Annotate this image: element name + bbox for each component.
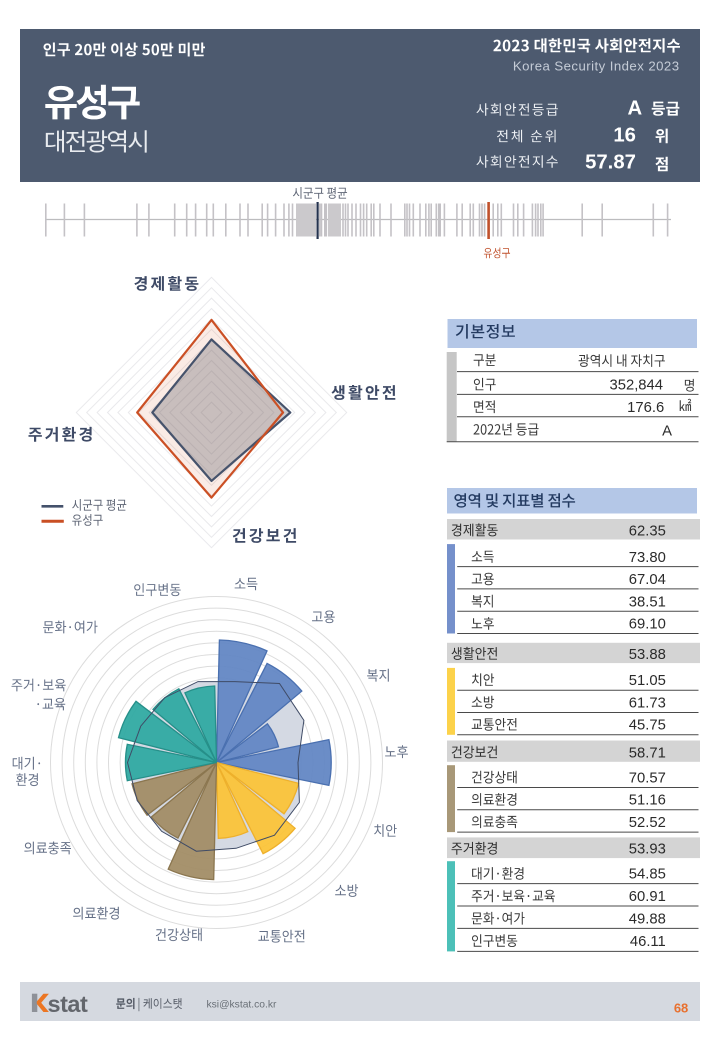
svg-text:60.91: 60.91 [629, 889, 666, 905]
svg-text:73.80: 73.80 [629, 550, 666, 566]
svg-text:ksi@kstat.co.kr: ksi@kstat.co.kr [207, 1000, 278, 1011]
svg-text:352,844: 352,844 [610, 377, 664, 393]
svg-text:46.11: 46.11 [630, 934, 666, 950]
svg-text:A: A [662, 423, 672, 439]
svg-text:Korea Security Index 2023: Korea Security Index 2023 [513, 59, 680, 74]
svg-text:16: 16 [613, 125, 636, 147]
svg-text:51.05: 51.05 [629, 673, 666, 689]
svg-text:67.04: 67.04 [629, 572, 666, 588]
svg-text:A: A [628, 97, 643, 119]
svg-text:58.71: 58.71 [629, 745, 666, 761]
svg-text:61.73: 61.73 [629, 695, 666, 711]
svg-text:53.88: 53.88 [629, 647, 666, 663]
svg-text:70.57: 70.57 [629, 770, 666, 786]
svg-text:38.51: 38.51 [629, 594, 666, 610]
svg-text:stat: stat [48, 991, 88, 1017]
svg-text:54.85: 54.85 [629, 867, 666, 883]
svg-text:57.87: 57.87 [585, 152, 636, 174]
svg-text:53.93: 53.93 [629, 842, 666, 858]
svg-text:45.75: 45.75 [629, 718, 666, 734]
svg-text:176.6: 176.6 [627, 400, 664, 416]
svg-text:68: 68 [674, 1001, 688, 1016]
svg-text:52.52: 52.52 [629, 815, 666, 831]
svg-text:49.88: 49.88 [629, 912, 666, 928]
svg-text:51.16: 51.16 [629, 793, 666, 809]
svg-text:62.35: 62.35 [629, 523, 666, 539]
svg-text:69.10: 69.10 [629, 617, 666, 633]
